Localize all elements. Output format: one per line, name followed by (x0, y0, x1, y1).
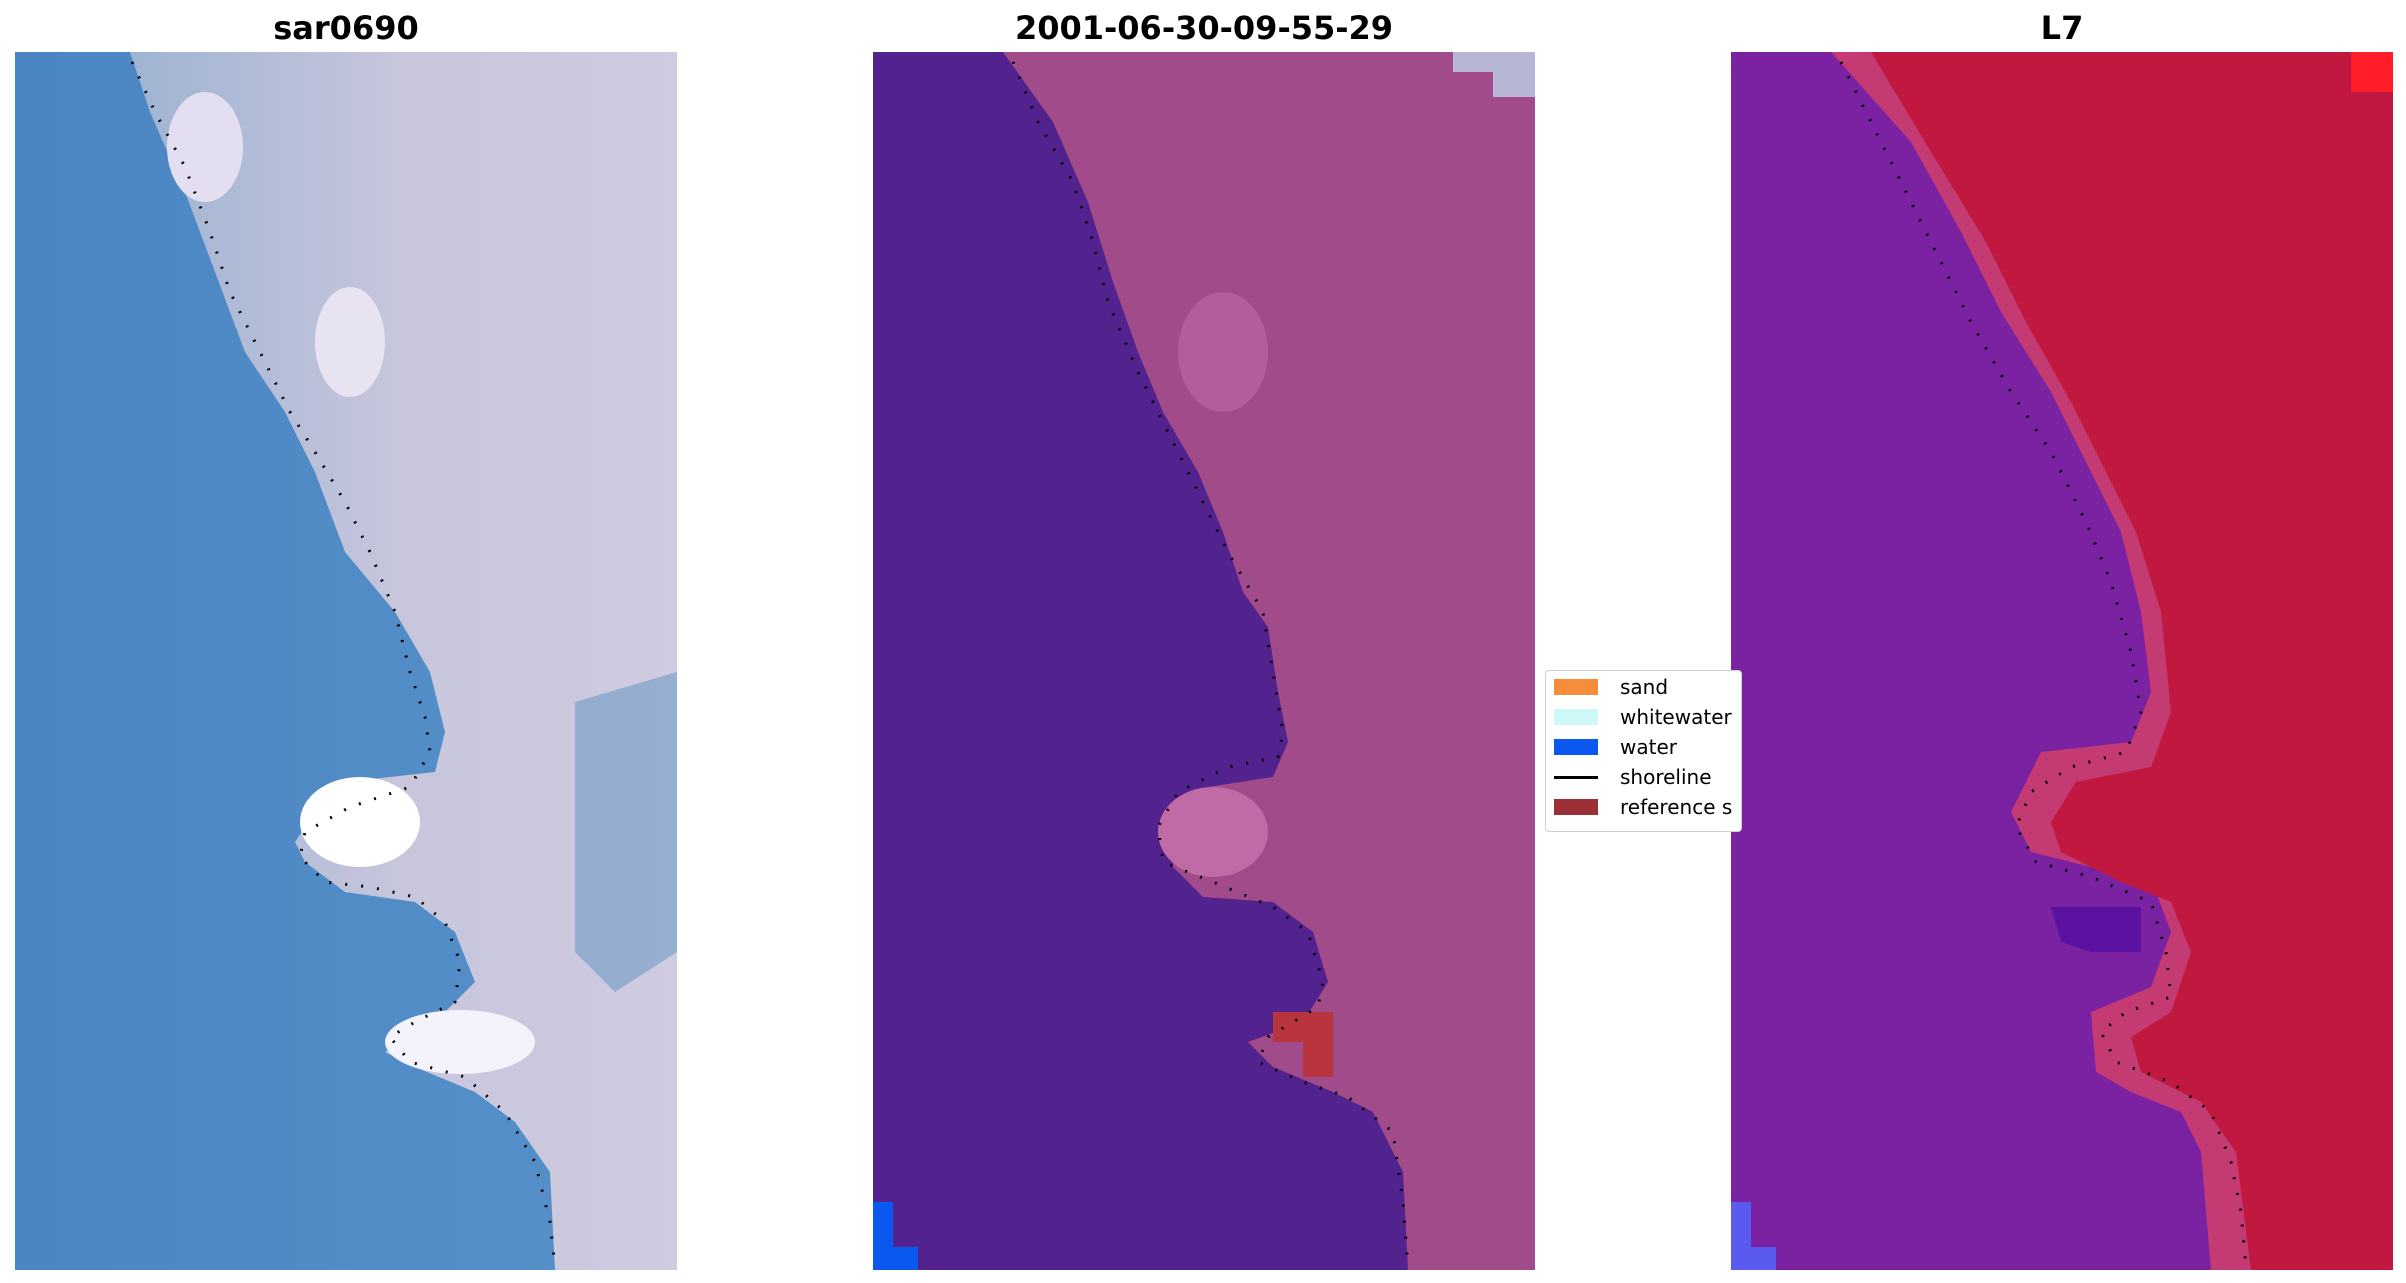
low-index-patch (2051, 907, 2141, 952)
legend-label-water: water (1620, 735, 1677, 759)
water-swatch (1554, 739, 1598, 755)
water-pixels (873, 1202, 893, 1270)
water-pixels (1751, 1247, 1776, 1270)
land-class-area (1003, 52, 1535, 1270)
index-image (1731, 52, 2393, 1270)
classified-image (873, 52, 1535, 1270)
whitewater-swatch (1554, 709, 1598, 725)
legend-item-reference-shoreline: reference s (1554, 793, 1741, 821)
legend-item-sand: sand (1554, 673, 1741, 701)
water-pixels (893, 1247, 918, 1270)
rgb-image-panel (15, 52, 677, 1270)
legend-label-shoreline: shoreline (1620, 765, 1712, 789)
legend-label-sand: sand (1620, 675, 1669, 699)
sand-swatch (1554, 679, 1598, 695)
panel-title-classified: 2001-06-30-09-55-29 (1014, 9, 1394, 47)
legend-label-reference: reference s (1620, 795, 1733, 819)
whitewater-patch (300, 777, 420, 867)
panel-title-rgb: sar0690 (273, 9, 419, 47)
legend-item-shoreline: shoreline (1554, 763, 1741, 791)
land-area (130, 52, 677, 1270)
classified-image-panel (873, 52, 1535, 1270)
land-index-area (1871, 52, 2393, 1270)
high-index-pixels (2351, 52, 2393, 92)
legend-label-whitewater: whitewater (1620, 705, 1732, 729)
whitewater-pixels (1453, 52, 1535, 97)
reference-shoreline-pixels (1273, 1012, 1333, 1077)
legend-item-whitewater: whitewater (1554, 703, 1741, 731)
rgb-image (15, 52, 677, 1270)
whitewater-patch (315, 287, 385, 397)
bright-land-patch (1178, 292, 1268, 412)
bright-land-patch (1158, 787, 1268, 877)
whitewater-patch (167, 92, 243, 202)
legend-item-water: water (1554, 733, 1741, 761)
water-pixels (1731, 1202, 1751, 1270)
reference-swatch (1554, 799, 1598, 815)
inland-shade (575, 672, 677, 992)
panel-title-index: L7 (2040, 9, 2084, 47)
index-image-panel (1731, 52, 2393, 1270)
whitewater-patch (385, 1010, 535, 1074)
legend: sand whitewater water shoreline referenc… (1545, 670, 1742, 832)
shoreline-line-swatch (1554, 776, 1598, 779)
